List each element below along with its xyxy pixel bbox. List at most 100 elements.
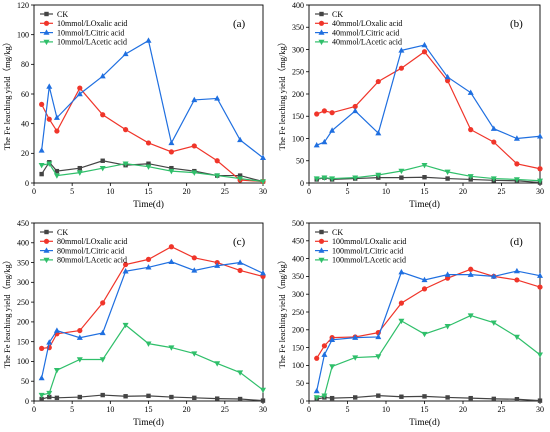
y-tick-label: 250	[292, 308, 304, 317]
series-b-oxalic	[314, 49, 543, 172]
data-point	[421, 163, 428, 169]
y-tick-label: 0	[300, 397, 304, 406]
series-b-citric	[313, 41, 543, 148]
data-point	[353, 395, 358, 400]
legend-entry: 100mmol/LAcetic acid	[332, 256, 406, 265]
data-point	[46, 83, 53, 89]
y-tick-label: 20	[21, 149, 29, 158]
data-point	[421, 276, 428, 283]
data-point	[99, 73, 106, 79]
data-point	[375, 172, 382, 179]
data-point	[468, 266, 474, 272]
data-point	[321, 108, 327, 114]
data-point	[38, 163, 45, 169]
data-point	[444, 73, 451, 80]
data-point	[47, 394, 52, 400]
data-point	[53, 173, 60, 179]
x-tick-label: 25	[221, 187, 229, 196]
x-tick-label: 20	[183, 405, 191, 414]
data-point	[191, 351, 198, 357]
data-point	[146, 161, 151, 166]
data-point	[313, 395, 320, 401]
data-point	[422, 394, 427, 399]
data-point	[145, 140, 152, 146]
panel-label: (d)	[510, 236, 523, 248]
x-tick-label: 30	[259, 405, 267, 414]
panel-label: (a)	[233, 18, 246, 30]
data-point	[422, 175, 427, 180]
legend-marker	[319, 229, 324, 235]
x-tick-label: 30	[536, 405, 544, 414]
data-point	[99, 357, 106, 363]
data-point	[375, 333, 382, 340]
panel-a: 0 5 10 15 20 25 30 0 20 40 60 80 100 120 Time(d) The Fe…	[2, 1, 267, 210]
data-point	[490, 273, 497, 279]
y-tick-label: 100	[17, 357, 29, 366]
data-point	[399, 394, 404, 399]
data-point	[313, 141, 320, 148]
y-tick-label: 300	[292, 290, 304, 299]
legend-marker	[318, 29, 325, 35]
y-tick-label: 40	[21, 119, 29, 128]
x-axis-label: Time(d)	[133, 199, 164, 210]
data-point	[313, 176, 320, 182]
legend-marker	[318, 238, 325, 244]
data-point	[329, 176, 336, 182]
data-point	[39, 171, 44, 177]
data-point	[237, 396, 243, 402]
x-tick-label: 30	[259, 187, 267, 196]
data-point	[191, 170, 198, 176]
legend-marker	[43, 39, 50, 46]
data-point	[99, 165, 106, 172]
x-tick-label: 15	[145, 405, 153, 414]
y-tick-label: 500	[292, 219, 304, 228]
x-tick-label: 15	[421, 405, 429, 414]
data-point	[191, 96, 198, 103]
series-a-acetic	[38, 161, 266, 185]
panel-d: 0 5 10 15 20 25 300501001502002503003504004505…	[277, 219, 544, 428]
data-point	[444, 271, 451, 277]
legend-entry: 100mmol/LCitric acid	[332, 246, 403, 255]
legend-marker	[43, 29, 50, 35]
panel-c: 0 5 10 15 20 25 30050100150200250300350400450T…	[2, 219, 267, 428]
y-tick-label: 300	[292, 45, 304, 54]
data-point	[444, 324, 451, 330]
data-point	[329, 364, 336, 370]
data-point	[54, 128, 60, 134]
y-tick-label: 200	[17, 318, 29, 327]
data-point	[214, 95, 221, 101]
data-point	[100, 392, 105, 398]
series-b-acetic	[313, 163, 543, 184]
data-point	[237, 136, 244, 143]
data-point	[77, 165, 82, 171]
y-axis-label: The Fe leaching yield（mg/kg）	[2, 256, 12, 369]
data-point	[468, 395, 473, 401]
data-point	[168, 244, 174, 250]
y-tick-label: 100	[17, 30, 29, 39]
legend-marker	[318, 39, 325, 46]
legend-entry: 80mmol/LCitric acid	[57, 246, 124, 255]
data-point	[421, 286, 428, 292]
y-tick-label: 80	[21, 60, 29, 69]
data-point	[260, 398, 266, 403]
y-tick-label: 100	[292, 361, 304, 370]
x-tick-label: 0	[307, 187, 311, 196]
y-tick-label: 150	[292, 343, 304, 352]
data-point	[490, 125, 497, 131]
x-tick-label: 5	[70, 187, 74, 196]
data-point	[537, 352, 543, 358]
data-point	[352, 107, 359, 114]
x-tick-label: 25	[221, 405, 229, 414]
panel-label: (b)	[510, 18, 523, 30]
x-tick-label: 25	[498, 187, 506, 196]
data-point	[444, 169, 451, 176]
data-point	[376, 393, 381, 398]
data-point	[145, 264, 152, 270]
y-tick-label: 0	[25, 397, 29, 406]
data-point	[321, 175, 328, 181]
y-tick-label: 400	[292, 1, 304, 10]
data-point	[314, 355, 320, 361]
series-d-citric	[313, 267, 543, 394]
legend-marker	[318, 257, 325, 264]
data-point	[77, 327, 83, 334]
